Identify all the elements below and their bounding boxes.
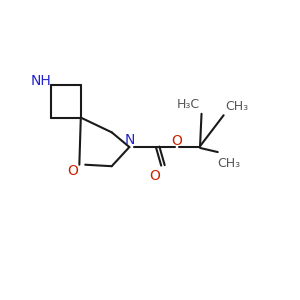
Text: H₃C: H₃C [176,98,200,111]
Text: N: N [124,133,135,147]
Text: CH₃: CH₃ [225,100,248,113]
Text: O: O [68,164,78,178]
Text: NH: NH [31,74,51,88]
Text: CH₃: CH₃ [218,157,241,170]
Text: O: O [149,169,160,184]
Text: O: O [171,134,182,148]
